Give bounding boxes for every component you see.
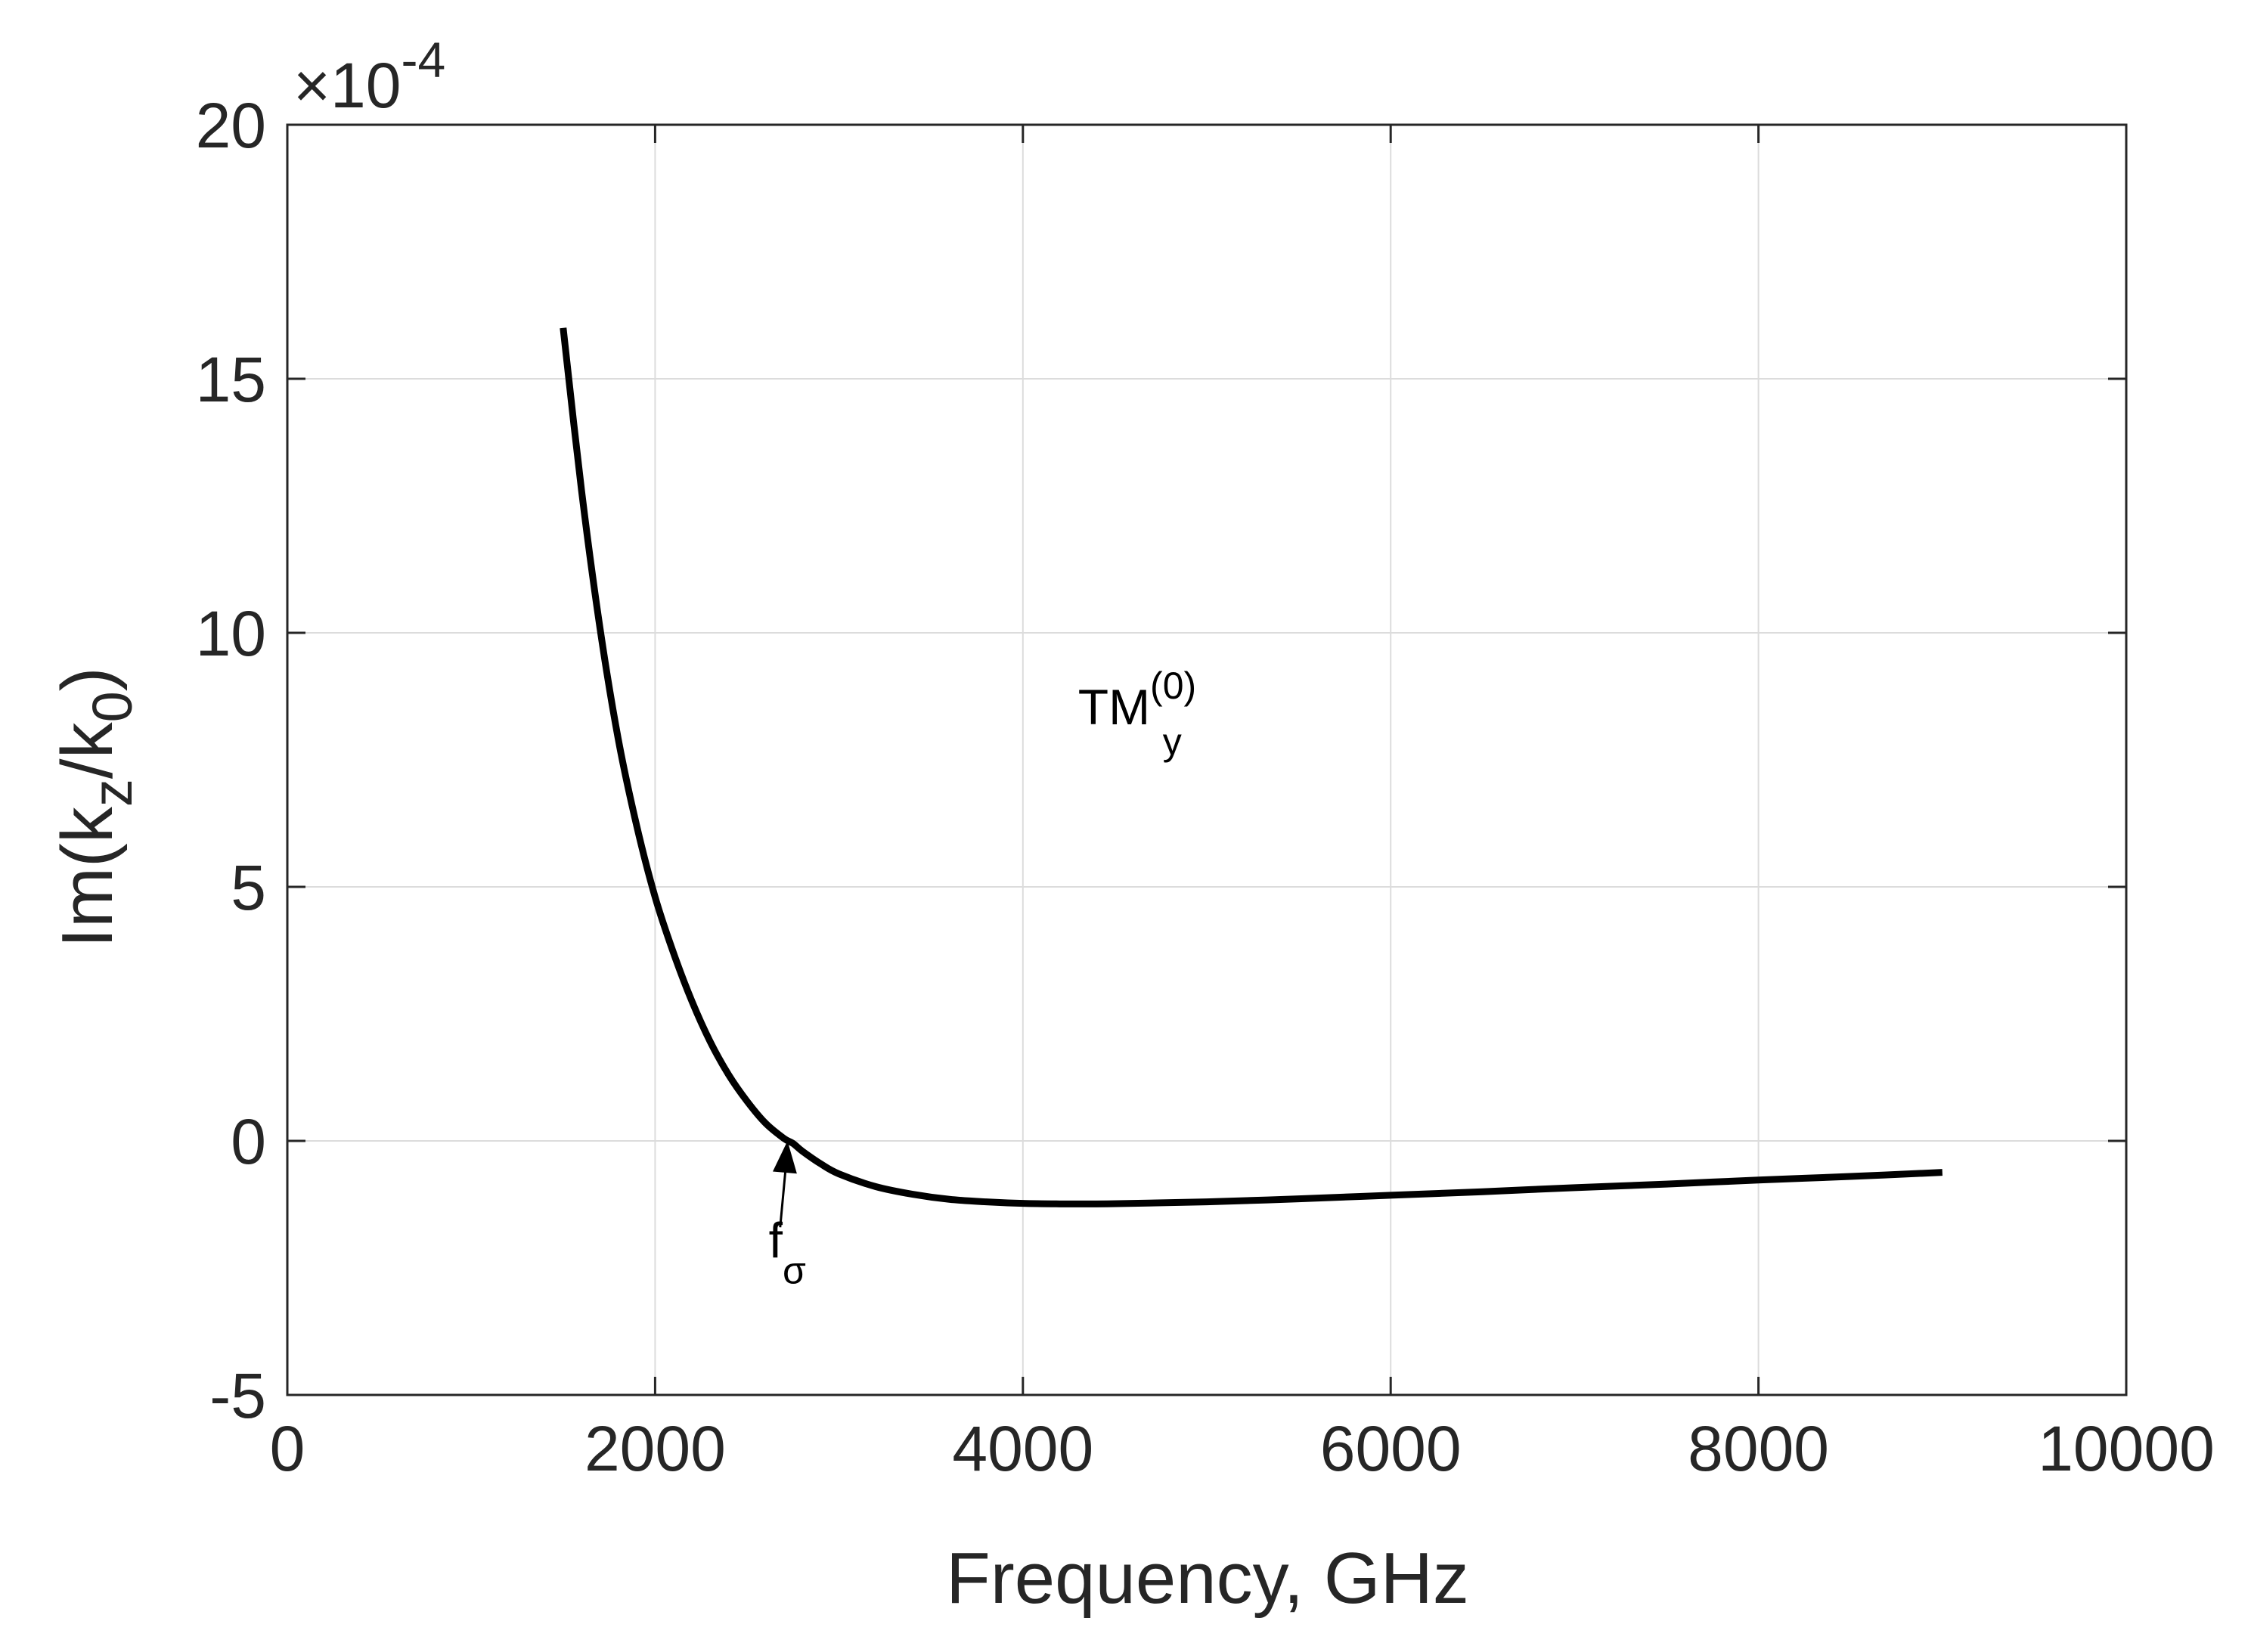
- y-tick-label: 10: [196, 598, 266, 669]
- scale-exponent: -4: [402, 32, 446, 88]
- crossing-arrow-head: [772, 1141, 797, 1174]
- y-label-sub1: z: [81, 779, 144, 807]
- y-scale-factor: ×10-4: [293, 32, 445, 121]
- mode-label-sub: y: [1163, 721, 1182, 763]
- crossing-label: fσ: [769, 1213, 806, 1292]
- y-label-main: Im(k: [47, 806, 128, 948]
- y-label-mid: /k: [47, 721, 128, 779]
- x-tick-label: 6000: [1320, 1413, 1462, 1484]
- series-line: [560, 327, 1942, 1207]
- mode-label-sup: (0): [1150, 665, 1196, 707]
- y-axis-label: Im(kz/k0): [47, 667, 144, 947]
- x-tick-label: 2000: [584, 1413, 726, 1484]
- annotations: [772, 1141, 797, 1228]
- series-layer: [560, 327, 1942, 1207]
- grid-lines: [287, 125, 2126, 1395]
- mode-label: TM(0): [1078, 665, 1196, 735]
- y-tick-label: 0: [231, 1106, 266, 1177]
- y-tick-label: 15: [196, 344, 266, 415]
- y-tick-label: 5: [231, 852, 266, 923]
- mode-label-main: TM: [1078, 679, 1150, 735]
- x-tick-label: 0: [270, 1413, 305, 1484]
- crossing-label-sub: σ: [783, 1250, 806, 1292]
- y-tick-label: 20: [196, 90, 266, 161]
- x-tick-label: 8000: [1688, 1413, 1829, 1484]
- y-tick-label: -5: [209, 1360, 266, 1431]
- y-label-sub2: 0: [81, 691, 144, 722]
- x-tick-label: 4000: [952, 1413, 1093, 1484]
- x-axis-label: Frequency, GHz: [946, 1538, 1469, 1619]
- crossing-label-main: f: [769, 1213, 783, 1269]
- scale-times: ×10: [293, 50, 402, 121]
- axes-box: [286, 123, 2128, 1396]
- x-tick-label: 10000: [2038, 1413, 2215, 1484]
- y-label-close: ): [47, 667, 128, 691]
